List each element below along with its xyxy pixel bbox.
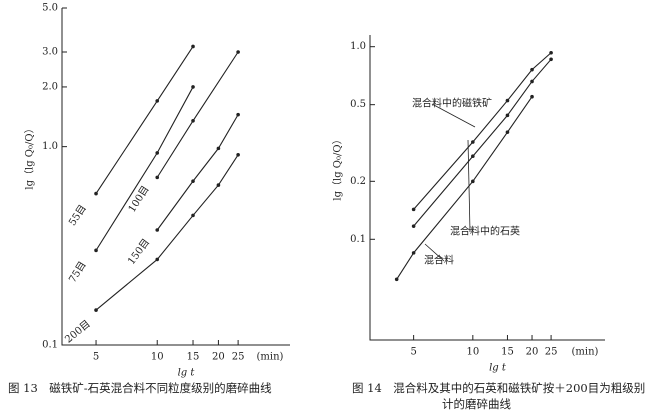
data-point	[236, 152, 240, 157]
data-point	[155, 228, 160, 232]
x-tick-label: 25	[545, 347, 558, 358]
series-label: 混合料中的磁铁矿	[412, 97, 492, 110]
data-point	[471, 179, 475, 184]
series-line	[95, 86, 194, 251]
data-point	[155, 151, 160, 155]
data-point	[191, 213, 195, 218]
data-point	[191, 85, 195, 89]
label-leader	[424, 243, 445, 262]
x-tick-label: 10	[466, 347, 479, 358]
data-point	[471, 140, 475, 144]
series-label: 75目	[67, 260, 88, 285]
y-tick-label: 0.5	[350, 99, 366, 110]
caption: 图 14 混合料及其中的石英和磁铁矿按＋200目为粗级别计的磨碎曲线	[352, 381, 645, 411]
data-point	[505, 98, 510, 103]
data-point	[94, 248, 98, 253]
data-point	[236, 112, 240, 117]
label-leader	[431, 103, 476, 128]
series-line	[396, 96, 533, 280]
y-tick-label: 0.2	[350, 176, 366, 187]
series-label: 100目	[127, 184, 152, 214]
series-line	[156, 51, 239, 178]
y-tick-label: 3.0	[42, 47, 58, 58]
series-line	[95, 154, 239, 311]
series-label: 55目	[67, 203, 89, 228]
series-label: 混合料	[424, 254, 454, 267]
data-point	[191, 179, 195, 183]
y-tick-label: 5.0	[42, 3, 58, 14]
data-point	[94, 191, 98, 196]
data-point	[94, 308, 98, 312]
x-axis-label: lg t	[178, 368, 196, 379]
data-point	[411, 207, 416, 212]
x-tick-label: 20	[526, 347, 539, 358]
y-tick-label: 0.1	[42, 340, 58, 351]
data-point	[530, 79, 534, 84]
series-label: 150目	[126, 237, 152, 267]
x-axis-label: lg t	[489, 363, 507, 374]
y-tick-label: 2.0	[42, 81, 58, 92]
data-point	[236, 50, 240, 54]
data-point	[155, 257, 160, 262]
y-axis-label: lg（lg Q₀/Q）	[24, 123, 36, 189]
data-point	[155, 99, 160, 103]
x-tick-label: 5	[93, 352, 99, 363]
series-line	[413, 52, 552, 210]
x-tick-label: 15	[187, 352, 200, 363]
y-axis-label: lg（lg Q₀/Q）	[332, 134, 344, 200]
x-unit: (min)	[572, 347, 599, 358]
data-point	[191, 44, 195, 49]
data-point	[216, 146, 221, 151]
axis-line	[61, 8, 290, 346]
series-label: 混合料中的石英	[450, 225, 520, 238]
data-point	[549, 50, 553, 55]
data-point	[505, 113, 510, 118]
caption: 图 13 磁铁矿-石英混合料不同粒度级别的磨碎曲线	[8, 381, 272, 395]
data-point	[530, 94, 534, 99]
axis-line	[369, 35, 605, 341]
data-point	[505, 130, 510, 134]
series-label: 200目	[63, 319, 92, 346]
x-tick-label: 15	[501, 347, 514, 358]
x-tick-label: 5	[410, 347, 416, 358]
data-point	[411, 251, 416, 255]
x-tick-label: 25	[232, 352, 245, 363]
data-point	[155, 175, 160, 180]
x-unit: (min)	[257, 352, 284, 363]
data-point	[394, 277, 399, 282]
series-line	[413, 58, 552, 227]
data-point	[471, 154, 475, 159]
series-line	[95, 46, 194, 194]
data-point	[191, 118, 195, 123]
x-tick-label: 10	[151, 352, 164, 363]
data-point	[411, 224, 416, 228]
y-tick-label: 1.0	[42, 141, 58, 152]
data-point	[216, 183, 221, 187]
y-tick-label: 0.1	[350, 234, 366, 245]
y-tick-label: 1.0	[350, 41, 366, 52]
x-tick-label: 20	[212, 352, 225, 363]
series-line	[156, 114, 239, 231]
data-point	[549, 57, 553, 62]
data-point	[530, 67, 534, 72]
